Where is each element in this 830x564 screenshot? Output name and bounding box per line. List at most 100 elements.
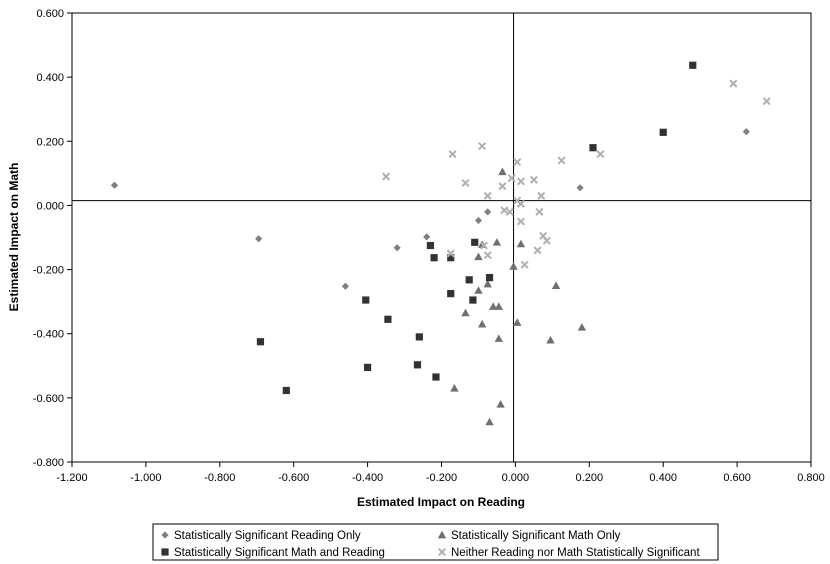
data-point-square	[447, 254, 455, 262]
data-point-square	[415, 333, 423, 341]
x-tick-label: 0.000	[502, 472, 530, 484]
data-point-triangle	[461, 308, 470, 317]
data-point-x	[500, 206, 509, 215]
legend-label: Statistically Significant Math Only	[451, 530, 621, 542]
y-tick-label: -0.600	[33, 393, 64, 405]
x-tick-label: -0.400	[352, 472, 383, 484]
data-point-x	[498, 182, 507, 191]
data-point-x	[478, 142, 487, 151]
x-axis-ticks: -1.200 -1.000 -0.800 -0.600 -0.400 -0.200 0.00…	[56, 462, 825, 484]
data-point-x	[729, 79, 738, 88]
data-point-diamond	[254, 235, 263, 243]
x-tick-label: 0.400	[649, 472, 677, 484]
data-point-x	[537, 191, 546, 200]
data-point-diamond	[423, 233, 431, 241]
plot-area	[71, 12, 812, 463]
data-point-square	[432, 373, 440, 381]
data-point-square	[362, 296, 370, 304]
data-point-x	[505, 207, 514, 216]
data-point-x	[516, 177, 525, 186]
legend-marker-x	[437, 547, 447, 557]
data-point-triangle	[483, 279, 492, 288]
data-point-x	[483, 191, 492, 200]
legend-label: Statistically Significant Reading Only	[174, 530, 361, 542]
data-point-x	[448, 150, 457, 159]
data-point-square	[413, 361, 422, 369]
legend-box	[152, 523, 719, 561]
data-point-diamond	[742, 128, 750, 136]
data-point-square	[469, 296, 477, 304]
data-point-triangle	[509, 262, 518, 270]
data-point-triangle	[485, 417, 494, 426]
data-point-x	[461, 178, 470, 187]
x-tick-label: -0.600	[278, 472, 309, 484]
data-point-triangle	[513, 318, 522, 326]
data-point-x	[533, 246, 542, 255]
y-axis-ticks: 0.600 0.400 0.200 0.000 -0.200 -0.400 -0.600 -0…	[33, 8, 72, 469]
data-point-square	[447, 290, 455, 298]
data-point-diamond	[110, 181, 119, 189]
data-point-square	[659, 128, 667, 136]
data-point-x	[557, 156, 566, 165]
x-tick-label: -0.200	[426, 472, 457, 484]
data-point-x	[542, 236, 551, 245]
data-point-square	[430, 254, 438, 262]
series-x	[382, 79, 771, 269]
data-point-x	[516, 217, 525, 226]
data-point-square	[589, 144, 597, 152]
series-triangle	[450, 167, 587, 426]
data-point-square	[384, 315, 392, 323]
data-point-triangle	[498, 167, 507, 176]
data-point-x	[446, 249, 455, 258]
x-tick-label: -0.800	[204, 472, 235, 484]
data-point-triangle	[474, 286, 483, 294]
data-point-triangle	[551, 281, 561, 289]
data-point-diamond	[484, 208, 492, 216]
y-tick-label: -0.400	[33, 329, 64, 341]
data-point-triangle	[577, 323, 587, 331]
data-point-x	[535, 207, 544, 216]
x-tick-label: -1.200	[56, 472, 87, 484]
data-point-square	[465, 276, 473, 284]
data-point-diamond	[393, 244, 401, 252]
data-point-triangle	[546, 335, 555, 344]
reference-lines	[72, 13, 811, 462]
data-point-square	[426, 241, 435, 250]
data-point-x	[513, 158, 522, 167]
y-tick-label: 0.000	[36, 200, 64, 212]
data-point-x	[762, 97, 771, 106]
y-tick-label: 0.200	[36, 136, 64, 148]
y-tick-label: 0.400	[36, 72, 64, 84]
legend: Statistically Significant Reading Only St…	[152, 523, 719, 561]
y-tick-label: -0.200	[33, 265, 64, 277]
data-point-square	[689, 61, 697, 69]
y-tick-label: -0.800	[33, 457, 64, 469]
data-point-x	[520, 260, 529, 269]
data-point-diamond	[576, 184, 584, 192]
data-point-triangle	[496, 400, 505, 408]
data-point-square	[282, 386, 290, 395]
data-point-triangle	[477, 319, 487, 328]
legend-marker-triangle	[437, 530, 447, 539]
data-point-x	[507, 174, 516, 183]
x-tick-label: 0.600	[723, 472, 751, 484]
data-point-x	[529, 175, 538, 184]
data-point-x	[382, 172, 391, 181]
legend-marker-square	[161, 548, 169, 556]
data-point-triangle	[516, 239, 526, 248]
data-point-square	[256, 338, 265, 346]
data-point-triangle	[489, 302, 498, 310]
legend-marker-diamond	[161, 531, 169, 539]
data-point-triangle	[474, 252, 483, 261]
series-diamond	[110, 128, 750, 290]
data-point-x	[483, 251, 492, 260]
x-tick-label: 0.200	[576, 472, 604, 484]
series-square	[256, 61, 697, 395]
legend-label: Neither Reading nor Math Statistically S…	[451, 547, 700, 559]
x-tick-label: 0.800	[797, 472, 825, 484]
data-point-square	[364, 363, 372, 371]
data-points	[110, 61, 771, 426]
data-point-triangle	[494, 334, 503, 342]
data-point-square	[485, 273, 494, 282]
